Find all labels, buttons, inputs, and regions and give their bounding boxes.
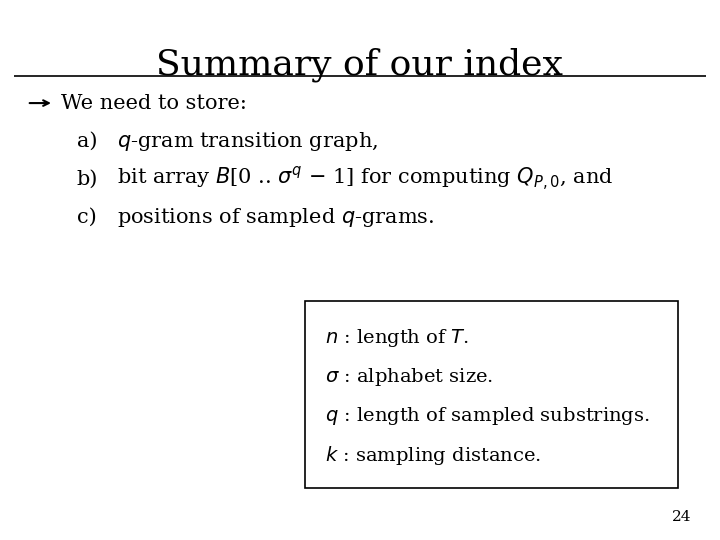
Text: Summary of our index: Summary of our index	[156, 47, 564, 82]
FancyBboxPatch shape	[305, 301, 678, 488]
Text: $q$ : length of sampled substrings.: $q$ : length of sampled substrings.	[325, 405, 650, 427]
Text: $q$-gram transition graph,: $q$-gram transition graph,	[117, 130, 378, 153]
Text: $k$ : sampling distance.: $k$ : sampling distance.	[325, 444, 541, 467]
Text: a): a)	[76, 132, 97, 151]
Text: positions of sampled $q$-grams.: positions of sampled $q$-grams.	[117, 206, 434, 228]
Text: We need to store:: We need to store:	[61, 93, 247, 112]
Text: bit array $B$[0 .. $\sigma^{q}$ $-$ 1] for computing $Q_{P,0}$, and: bit array $B$[0 .. $\sigma^{q}$ $-$ 1] f…	[117, 165, 613, 193]
Text: $n$ : length of $T$.: $n$ : length of $T$.	[325, 327, 469, 349]
Text: b): b)	[76, 170, 98, 189]
Text: $\sigma$ : alphabet size.: $\sigma$ : alphabet size.	[325, 366, 494, 388]
Text: 24: 24	[672, 510, 692, 524]
Text: c): c)	[76, 207, 96, 227]
